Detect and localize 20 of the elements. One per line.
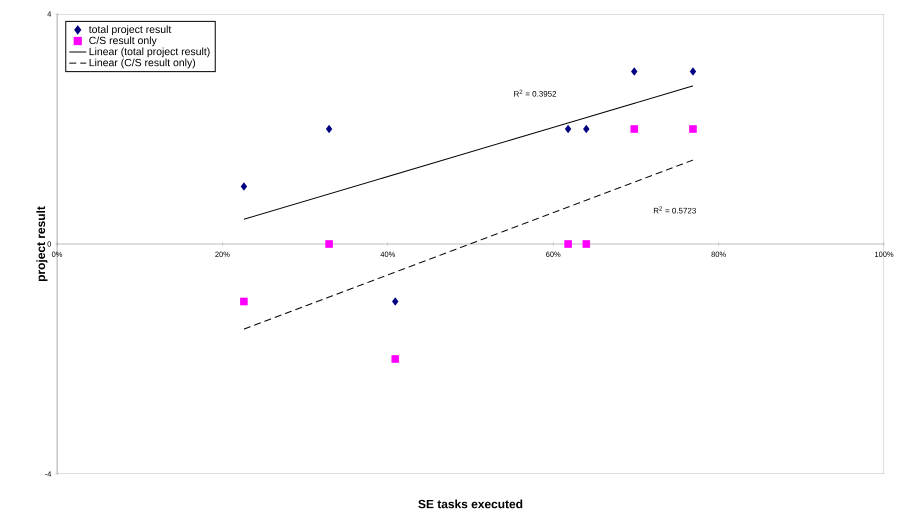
point <box>690 67 696 76</box>
x-axis-title: SE tasks executed <box>418 500 522 508</box>
point <box>582 240 590 248</box>
point <box>392 297 398 306</box>
point <box>583 124 590 134</box>
y-axis-title: project result <box>36 206 48 282</box>
point <box>689 125 697 133</box>
legend-label: total project result <box>88 25 172 36</box>
point <box>391 355 400 363</box>
legend-label: C/S result only <box>89 36 157 46</box>
point <box>631 67 638 76</box>
point <box>240 298 248 306</box>
legend-label: Linear (C/S result only) <box>90 58 196 68</box>
point <box>325 240 333 248</box>
point <box>326 124 332 134</box>
legend-label: Linear (total project result) <box>90 48 210 58</box>
point <box>564 240 572 248</box>
point <box>630 125 638 133</box>
point <box>240 182 248 191</box>
point <box>564 124 572 134</box>
